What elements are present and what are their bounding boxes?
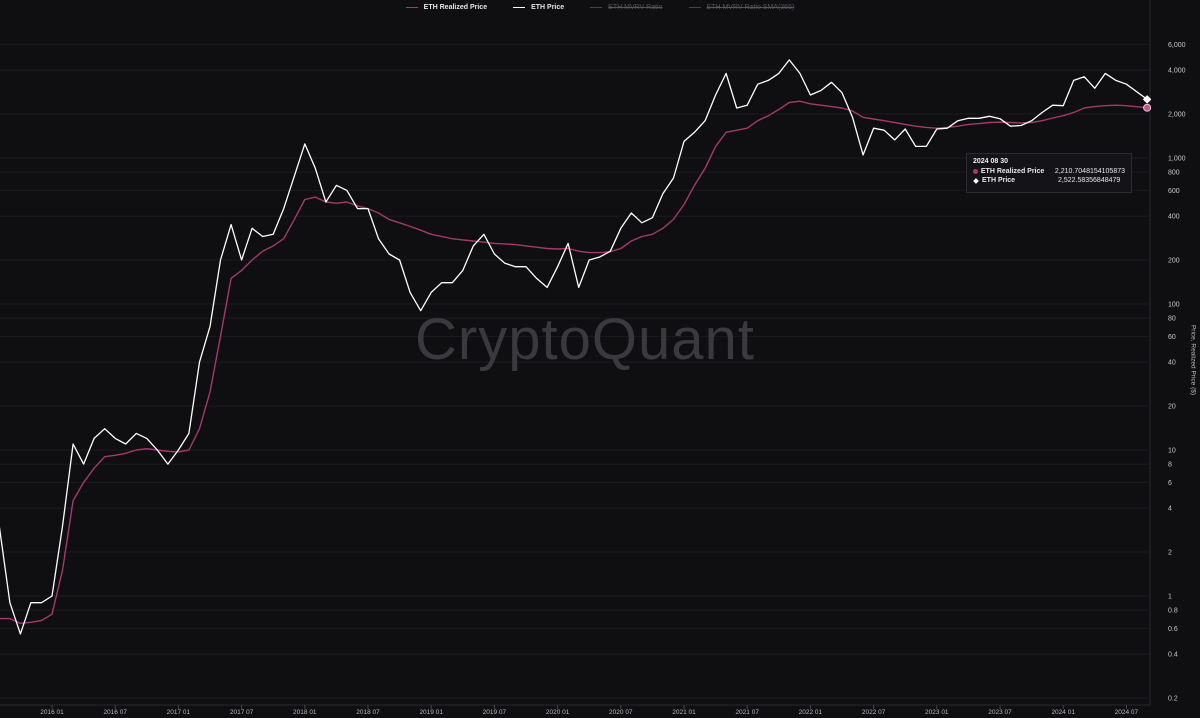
tooltip-row-price: ETH Price 2,522.58356848479 (973, 177, 1125, 184)
y-tick-label: 0.4 (1168, 652, 1178, 659)
x-tick-label: 2024 01 (1051, 709, 1075, 716)
y-tick-label: 800 (1168, 170, 1180, 177)
watermark: CryptoQuant (415, 307, 755, 372)
grid-lines (0, 0, 1151, 706)
y-tick-label: 600 (1168, 188, 1180, 195)
x-tick-label: 2017 01 (167, 709, 191, 716)
realized-dot-icon (973, 169, 978, 174)
x-tick-label: 2019 01 (419, 709, 443, 716)
x-tick-label: 2017 07 (230, 709, 254, 716)
end-markers (1142, 95, 1152, 112)
eth-price-line (0, 59, 1148, 635)
y-axis-label: Price, Realized Price ($) (1189, 324, 1197, 396)
legend-label: ETH Price (531, 4, 565, 11)
tooltip-label: ETH Realized Price (980, 168, 1045, 175)
x-tick-label: 2018 01 (293, 709, 317, 716)
x-tick-label: 2021 01 (672, 709, 696, 716)
y-tick-label: 2,000 (1168, 112, 1186, 119)
legend-label: ETH MVRV Ratio SMA(365) (706, 4, 795, 11)
x-tick-label: 2019 07 (483, 709, 507, 716)
y-tick-label: 4,000 (1168, 68, 1186, 75)
x-tick-label: 2020 01 (546, 709, 570, 716)
tooltip-value: 2,210.7048154105873 (1054, 168, 1125, 175)
x-tick-label: 2022 01 (799, 709, 823, 716)
tooltip-label: ETH Price (982, 177, 1016, 184)
y-tick-label: 0.8 (1168, 608, 1178, 615)
realized-price-line (0, 100, 1148, 624)
y-tick-label: 80 (1168, 316, 1176, 323)
realized-price-marker (1143, 103, 1152, 112)
y-tick-label: 6 (1168, 480, 1172, 487)
x-tick-label: 2016 01 (40, 709, 64, 716)
y-tick-label: 100 (1168, 302, 1180, 309)
y-tick-label: 2 (1168, 550, 1172, 557)
y-tick-label: 4 (1168, 506, 1172, 513)
tooltip-date: 2024 08 30 (973, 158, 1009, 165)
legend-item-realized-price[interactable]: ETH Realized Price (405, 4, 488, 11)
legend-swatch (688, 6, 701, 9)
x-tick-label: 2018 07 (356, 709, 380, 716)
legend-item-eth-price[interactable]: ETH Price (513, 4, 564, 11)
tooltip-value: 2,522.58356848479 (1058, 177, 1121, 184)
x-tick-label: 2023 01 (925, 709, 949, 716)
legend-swatch (513, 6, 526, 9)
series-lines (0, 59, 1148, 635)
y-tick-label: 1 (1168, 594, 1172, 601)
y-tick-label: 200 (1168, 258, 1180, 265)
x-tick-label: 2024 07 (1115, 709, 1139, 716)
y-tick-label: 6,000 (1168, 42, 1186, 49)
x-tick-label: 2023 07 (988, 709, 1012, 716)
y-tick-label: 0.6 (1168, 626, 1178, 633)
legend-swatch (590, 6, 603, 9)
legend-label: ETH Realized Price (423, 4, 488, 11)
y-tick-label: 10 (1168, 448, 1176, 455)
legend-label: ETH MVRV Ratio (608, 4, 663, 11)
legend: ETH Realized Price ETH Price ETH MVRV Ra… (0, 4, 1200, 11)
y-tick-label: 20 (1168, 404, 1176, 411)
legend-swatch (405, 6, 418, 9)
y-tick-label: 40 (1168, 360, 1176, 367)
tooltip-row-realized: ETH Realized Price 2,210.7048154105873 (973, 168, 1125, 175)
legend-item-mvrv-ratio[interactable]: ETH MVRV Ratio (590, 4, 663, 11)
y-tick-label: 1,000 (1168, 156, 1186, 163)
y-tick-label: 0.2 (1168, 696, 1178, 703)
y-tick-label: 60 (1168, 334, 1176, 341)
x-tick-label: 2020 07 (609, 709, 633, 716)
y-tick-label: 400 (1168, 214, 1180, 221)
tooltip: 2024 08 30 ETH Realized Price 2,210.70481… (966, 153, 1132, 193)
x-tick-label: 2021 07 (735, 709, 759, 716)
y-tick-label: 8 (1168, 462, 1172, 469)
legend-item-mvrv-sma[interactable]: ETH MVRV Ratio SMA(365) (688, 4, 795, 11)
x-tick-label: 2022 07 (862, 709, 886, 716)
diamond-icon (973, 177, 979, 184)
x-tick-label: 2016 07 (103, 709, 127, 716)
axis-ticks: 6,000 4,000 2,000 1,000 800 600 400 200 100 80 60 4… (40, 42, 1185, 716)
